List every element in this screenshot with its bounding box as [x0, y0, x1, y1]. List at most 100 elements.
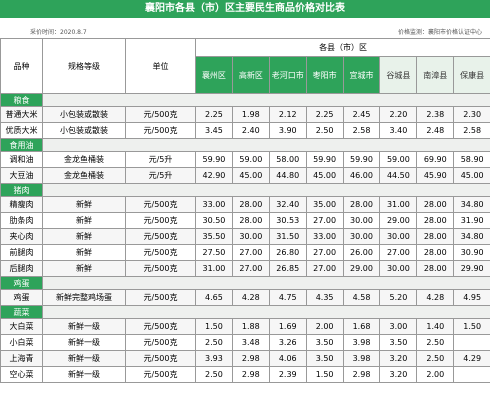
price: 29.90: [453, 260, 490, 277]
variety: 后腿肉: [0, 260, 43, 277]
region-header: 宜城市: [342, 56, 381, 94]
region-header: 谷城县: [379, 56, 418, 94]
unit: 元/500克: [125, 318, 196, 335]
price: 27.00: [231, 244, 270, 261]
region-header: 南漳县: [416, 56, 455, 94]
spec: 小包装或散装: [42, 106, 126, 123]
section-row: 鸡蛋: [0, 276, 490, 290]
section-row: 蔬菜: [0, 305, 490, 319]
section-fill: [41, 183, 490, 197]
unit: 元/5升: [125, 167, 196, 184]
unit: 元/500克: [125, 122, 196, 139]
spec: 新鲜一级: [42, 318, 126, 335]
price: 59.00: [231, 151, 270, 168]
price: 32.40: [268, 196, 307, 213]
unit: 元/500克: [125, 350, 196, 367]
unit: 元/500克: [125, 212, 196, 229]
data-row: 肋条肉 新鲜 元/500克 30.50 28.00 30.53 27.00 30.00 29.0…: [0, 212, 490, 229]
price: 44.50: [379, 167, 418, 184]
price: 2.39: [268, 366, 307, 383]
spec: 新鲜完整鸡场蛋: [42, 289, 126, 306]
section-row: 食用油: [0, 138, 490, 152]
data-row: 空心菜 新鲜一级 元/500克 2.50 2.98 2.39 1.50 2.98 3.20 2.0…: [0, 366, 490, 383]
price: 26.00: [342, 244, 381, 261]
spec: 新鲜: [42, 260, 126, 277]
unit-header: 单位: [125, 38, 196, 94]
price: 27.00: [379, 244, 418, 261]
price: 44.80: [268, 167, 307, 184]
price: 3.90: [268, 122, 307, 139]
variety: 夹心肉: [0, 228, 43, 245]
section-fill: [41, 305, 490, 319]
data-row: 小白菜 新鲜一级 元/500克 2.50 3.48 3.26 3.50 3.98 3.50 2.5…: [0, 334, 490, 351]
price: 28.00: [416, 260, 455, 277]
price: 4.28: [416, 289, 455, 306]
price: 26.80: [268, 244, 307, 261]
price: 2.58: [342, 122, 381, 139]
price: 3.50: [379, 334, 418, 351]
price: 2.25: [195, 106, 233, 123]
price: 29.00: [342, 260, 381, 277]
region-header: 高新区: [231, 56, 270, 94]
price: 4.29: [453, 350, 490, 367]
unit: 元/500克: [125, 228, 196, 245]
price: 30.00: [342, 228, 381, 245]
price: 4.28: [231, 289, 270, 306]
price: 69.90: [416, 151, 455, 168]
variety: 精瘦肉: [0, 196, 43, 213]
price: 33.00: [305, 228, 344, 245]
unit: 元/500克: [125, 196, 196, 213]
data-row: 大豆油 金龙鱼桶装 元/5升 42.90 45.00 44.80 45.00 46.00 44.…: [0, 167, 490, 184]
price: 4.65: [195, 289, 233, 306]
section-name: 食用油: [0, 138, 43, 152]
price: 3.20: [379, 366, 418, 383]
spec: 新鲜: [42, 196, 126, 213]
price-table: 品种 规格等级 单位 各县（市）区 襄州区 高新区 老河口市 枣阳市 宜城市 谷城县 南漳县…: [0, 38, 490, 383]
variety: 前腿肉: [0, 244, 43, 261]
price: 34.80: [453, 196, 490, 213]
unit: 元/500克: [125, 260, 196, 277]
spec: 金龙鱼桶装: [42, 167, 126, 184]
price: 34.80: [453, 228, 490, 245]
price: 2.38: [416, 106, 455, 123]
section-name: 猪肉: [0, 183, 43, 197]
price: [453, 334, 490, 351]
price: 28.00: [231, 212, 270, 229]
price: 3.00: [379, 318, 418, 335]
section-name: 粮食: [0, 93, 43, 107]
section-fill: [41, 276, 490, 290]
region-header: 保康县: [453, 56, 490, 94]
spec: 新鲜: [42, 228, 126, 245]
price: 2.30: [453, 106, 490, 123]
price: 2.00: [416, 366, 455, 383]
variety: 小白菜: [0, 334, 43, 351]
price: 45.00: [453, 167, 490, 184]
price: 28.00: [342, 196, 381, 213]
price: 4.35: [305, 289, 344, 306]
spec: 金龙鱼桶装: [42, 151, 126, 168]
price: 59.00: [379, 151, 418, 168]
spec: 新鲜: [42, 244, 126, 261]
price: 1.50: [195, 318, 233, 335]
price: 1.50: [453, 318, 490, 335]
price: 27.00: [305, 244, 344, 261]
price: 1.50: [305, 366, 344, 383]
data-row: 普通大米 小包装或散装 元/500克 2.25 1.98 2.12 2.25 2.45 2.20…: [0, 106, 490, 123]
price: 27.00: [231, 260, 270, 277]
price: 30.53: [268, 212, 307, 229]
region-header: 枣阳市: [305, 56, 344, 94]
price: 3.48: [231, 334, 270, 351]
price: 30.00: [379, 228, 418, 245]
price: 30.00: [342, 212, 381, 229]
price: 28.00: [231, 196, 270, 213]
section-fill: [41, 138, 490, 152]
price: 35.00: [305, 196, 344, 213]
price: 26.85: [268, 260, 307, 277]
price: 4.58: [342, 289, 381, 306]
source: 价格监测：襄阳市价格认证中心: [397, 29, 482, 36]
price: 33.00: [195, 196, 233, 213]
price: 2.50: [195, 366, 233, 383]
unit: 元/500克: [125, 289, 196, 306]
data-row: 大白菜 新鲜一级 元/500克 1.50 1.88 1.69 2.00 1.68 3.00 1.4…: [0, 318, 490, 335]
price: 1.68: [342, 318, 381, 335]
